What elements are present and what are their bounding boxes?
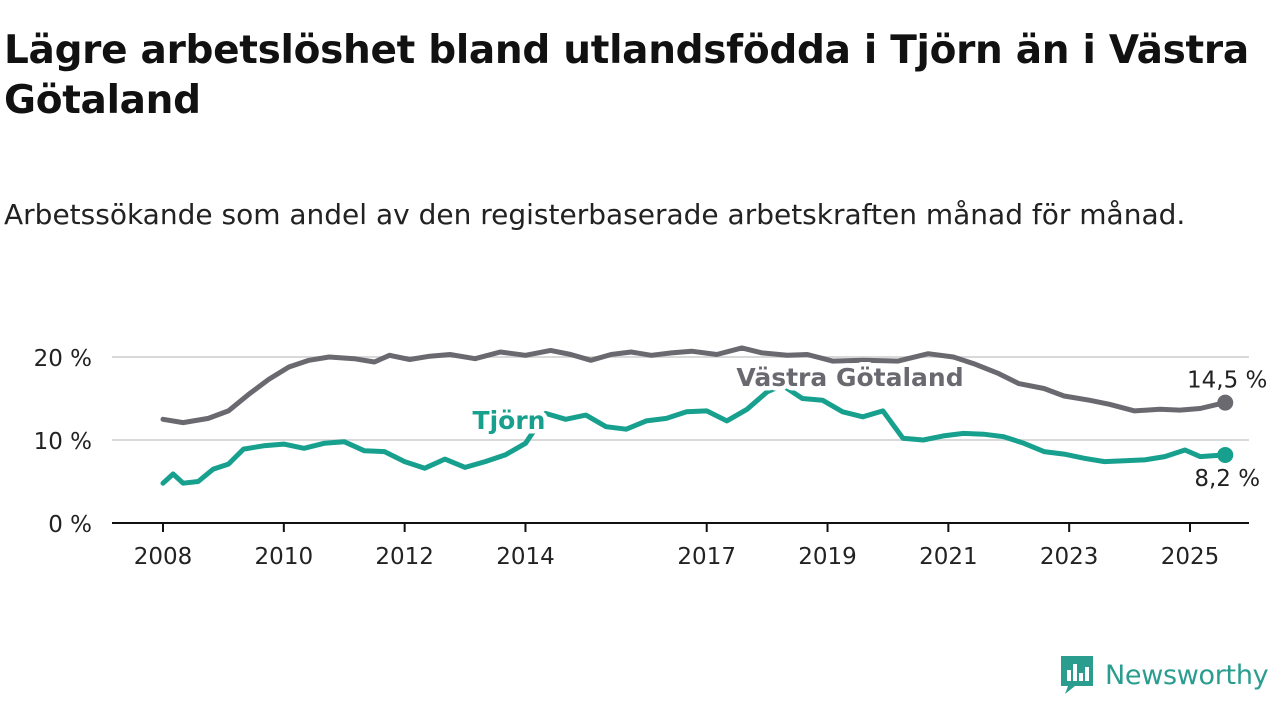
- brand-name: Newsworthy: [1105, 659, 1269, 691]
- gridlines: [112, 356, 1249, 441]
- brand-logo: Newsworthy: [1059, 654, 1269, 696]
- end-value-label-tj-rn: 8,2 %: [1194, 466, 1260, 492]
- x-tick-label: 2019: [798, 544, 857, 570]
- x-tick-label: 2017: [677, 544, 736, 570]
- x-tick-label: 2021: [919, 544, 978, 570]
- y-tick-label: 20 %: [34, 346, 92, 372]
- chart-title: Lägre arbetslöshet bland utlandsfödda i …: [4, 28, 1249, 123]
- x-tick-label: 2008: [134, 544, 193, 570]
- y-tick-label: 0 %: [48, 512, 92, 538]
- series-name-label-tj-rn: Tjörn: [473, 406, 546, 435]
- x-tick-label: 2014: [496, 544, 555, 570]
- y-axis-tick-labels: 0 % 10 % 20 %: [34, 346, 92, 538]
- bar-chart-speech-icon: [1061, 656, 1093, 694]
- series-lines: [160, 345, 1234, 486]
- x-tick-label: 2025: [1161, 544, 1220, 570]
- series-labels: 14,5 % 8,2 % Västra Götaland Tjörn: [468, 359, 1267, 492]
- x-tick-label: 2012: [375, 544, 434, 570]
- x-tick-label: 2023: [1040, 544, 1099, 570]
- series-name-label-v-stra-g-taland: Västra Götaland: [736, 363, 963, 392]
- series-line-v-stra-g-taland: [160, 345, 1228, 426]
- end-point-v-stra-g-taland: [1217, 394, 1234, 411]
- x-tick-label: 2010: [255, 544, 314, 570]
- end-value-label-v-stra-g-taland: 14,5 %: [1187, 368, 1267, 394]
- end-point-tj-rn: [1217, 446, 1234, 463]
- x-axis: 2008 2010 2012 2014 2017 2019 2021 2023 2025: [134, 523, 1220, 570]
- y-tick-label: 10 %: [34, 429, 92, 455]
- series-line-tj-rn: [160, 382, 1228, 486]
- chart-subtitle: Arbetssökande som andel av den registerb…: [4, 198, 1186, 231]
